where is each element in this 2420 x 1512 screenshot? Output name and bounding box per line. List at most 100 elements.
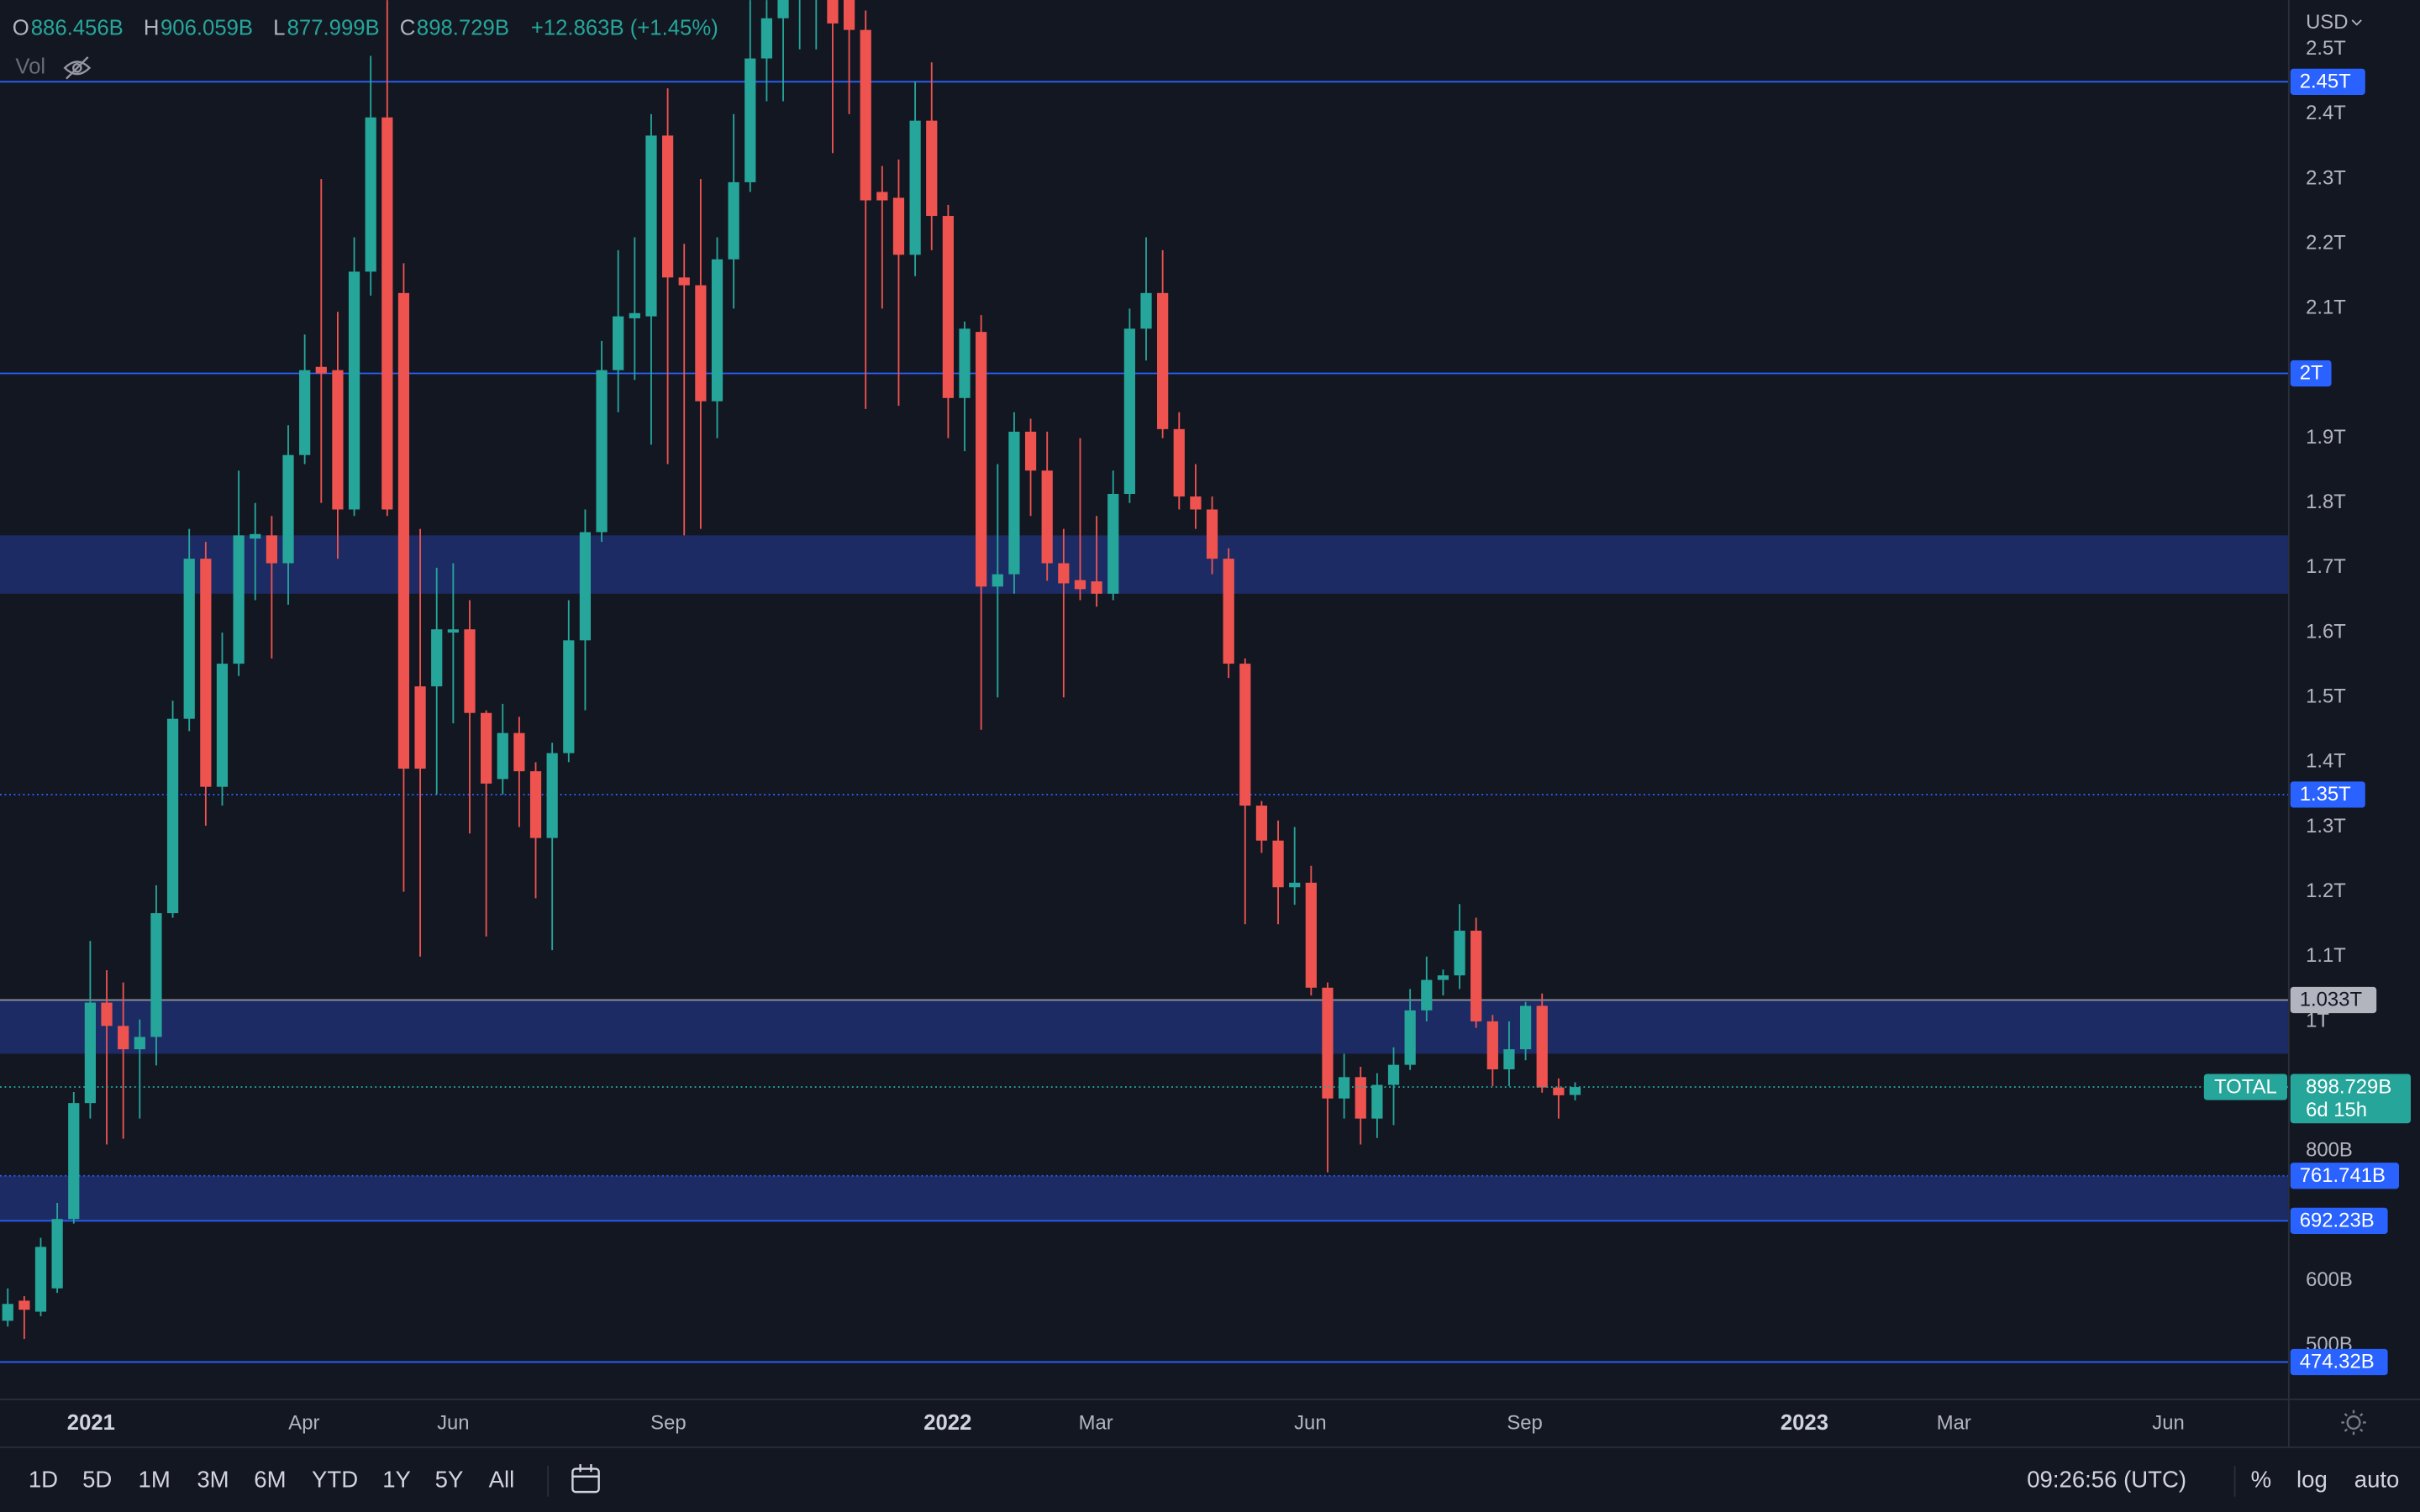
range-button[interactable]: 1M: [139, 1467, 171, 1493]
clock[interactable]: 09:26:56 (UTC): [2027, 1467, 2186, 1493]
candle-body: [266, 535, 277, 564]
candle-body: [1322, 987, 1334, 1099]
candle-body: [497, 732, 508, 780]
range-button[interactable]: 6M: [254, 1467, 286, 1493]
candle-body: [976, 332, 987, 587]
x-tick-label: Jun: [437, 1412, 469, 1435]
scale-option[interactable]: %: [2251, 1467, 2272, 1493]
candle-body: [1470, 930, 1482, 1021]
scale-option[interactable]: auto: [2354, 1467, 2400, 1493]
candle-body: [629, 312, 640, 318]
candle-body: [579, 532, 592, 641]
candle-body: [513, 732, 525, 772]
settings-icon[interactable]: [2341, 1410, 2366, 1436]
candle-body: [166, 718, 179, 914]
candle-body: [613, 316, 624, 370]
y-tick-label: 2.3T: [2306, 166, 2346, 189]
range-button[interactable]: 3M: [197, 1467, 229, 1493]
close-value: 898.729B: [417, 17, 509, 40]
range-button[interactable]: YTD: [312, 1467, 358, 1493]
range-button[interactable]: 1Y: [382, 1467, 411, 1493]
candle-body: [926, 120, 938, 217]
x-tick-label: 2022: [923, 1411, 971, 1435]
y-tick-label: 1.5T: [2306, 685, 2346, 708]
candle-body: [233, 535, 245, 664]
candle-body: [1305, 882, 1317, 988]
candle-body: [414, 686, 426, 769]
candle-body: [563, 640, 575, 753]
candle-body: [1355, 1077, 1366, 1119]
candle-body: [397, 292, 410, 769]
level-tag: [2290, 1348, 2388, 1376]
candle-body: [431, 629, 443, 687]
range-button[interactable]: 5D: [82, 1467, 112, 1493]
y-tick-label: 2.4T: [2306, 102, 2346, 124]
calendar-icon[interactable]: [571, 1464, 600, 1494]
level-tag: [2290, 781, 2365, 808]
candle-body: [464, 629, 476, 713]
y-tick-label: 600B: [2306, 1268, 2353, 1291]
candle-body: [18, 1300, 30, 1310]
y-tick-label: 1.3T: [2306, 815, 2346, 837]
level-tag-label: 2T: [2300, 362, 2323, 385]
bottom-toolbar: 1D 5D 1M 3M 6M YTD 1Y 5Y All 09:26:56 (UTC)% log au…: [29, 1465, 2400, 1497]
currency-label[interactable]: USD: [2306, 11, 2348, 34]
range-button[interactable]: 1D: [29, 1467, 58, 1493]
level-tag: [2290, 986, 2377, 1014]
candle-body: [51, 1219, 63, 1289]
candle-body: [1206, 509, 1218, 559]
y-tick-label: 1.1T: [2306, 944, 2346, 967]
support-resistance-zone: [0, 1000, 2289, 1054]
time-axis[interactable]: 2021 Apr Jun Sep 2022 Mar Jun Sep 2023 Mar Jun: [67, 1411, 2185, 1435]
candle-body: [118, 1026, 129, 1050]
x-tick-label: Jun: [1294, 1412, 1326, 1435]
candle-body: [447, 629, 459, 633]
candle-body: [216, 664, 229, 787]
candle-body: [860, 29, 871, 201]
level-tag-label: 474.32B: [2300, 1351, 2375, 1373]
candle-body: [134, 1037, 145, 1050]
candle-body: [1371, 1084, 1383, 1119]
volume-label[interactable]: Vol: [15, 55, 45, 79]
candle-body: [1041, 470, 1053, 564]
candle-body: [1024, 431, 1037, 471]
x-tick-label: Apr: [288, 1412, 319, 1435]
hidden-eye-icon[interactable]: [63, 56, 92, 80]
change-value: +12.863B (+1.45%): [531, 17, 718, 40]
x-tick-label: 2023: [1781, 1411, 1828, 1435]
candle-body: [777, 0, 789, 18]
candle-body: [183, 559, 195, 719]
open-label: O: [13, 17, 29, 40]
y-tick-label: 1.7T: [2306, 555, 2346, 578]
candle-body: [68, 1103, 80, 1220]
candle-body: [299, 370, 311, 455]
y-tick-label: 1.4T: [2306, 750, 2346, 773]
level-tag-label: 1.35T: [2300, 783, 2351, 806]
range-button[interactable]: 5Y: [435, 1467, 464, 1493]
level-tag: [2290, 1163, 2400, 1189]
close-label: C: [400, 17, 416, 40]
symbol-tag-label: TOTAL: [2214, 1075, 2277, 1098]
y-tick-label: 1.8T: [2306, 491, 2346, 513]
y-tick-label: 1.9T: [2306, 426, 2346, 449]
y-tick-label: 1.6T: [2306, 620, 2346, 643]
scale-option[interactable]: log: [2296, 1467, 2328, 1493]
price-axis[interactable]: 2.5T 2.4T 2.3T 2.2T 2.1T 1.9T 1.8T 1.7T 1.6T 1.5T…: [2290, 37, 2411, 1376]
candle-body: [596, 370, 608, 533]
candle-body: [728, 181, 739, 260]
symbol-tag: [2203, 1074, 2288, 1100]
candle-body: [348, 271, 360, 510]
candle-body: [876, 192, 888, 201]
candle-body: [481, 712, 492, 784]
candle-body: [695, 285, 707, 402]
range-button[interactable]: All: [489, 1467, 515, 1493]
level-tag-label: 761.741B: [2300, 1164, 2386, 1187]
x-tick-label: Sep: [650, 1412, 686, 1435]
high-label: H: [144, 17, 160, 40]
candle-body: [678, 277, 690, 286]
high-value: 906.059B: [160, 17, 253, 40]
low-value: 877.999B: [287, 17, 380, 40]
ohlc-header: O 886.456B H 906.059B L 877.999B C 898.7…: [13, 17, 718, 40]
plot-area[interactable]: [0, 0, 2289, 1363]
